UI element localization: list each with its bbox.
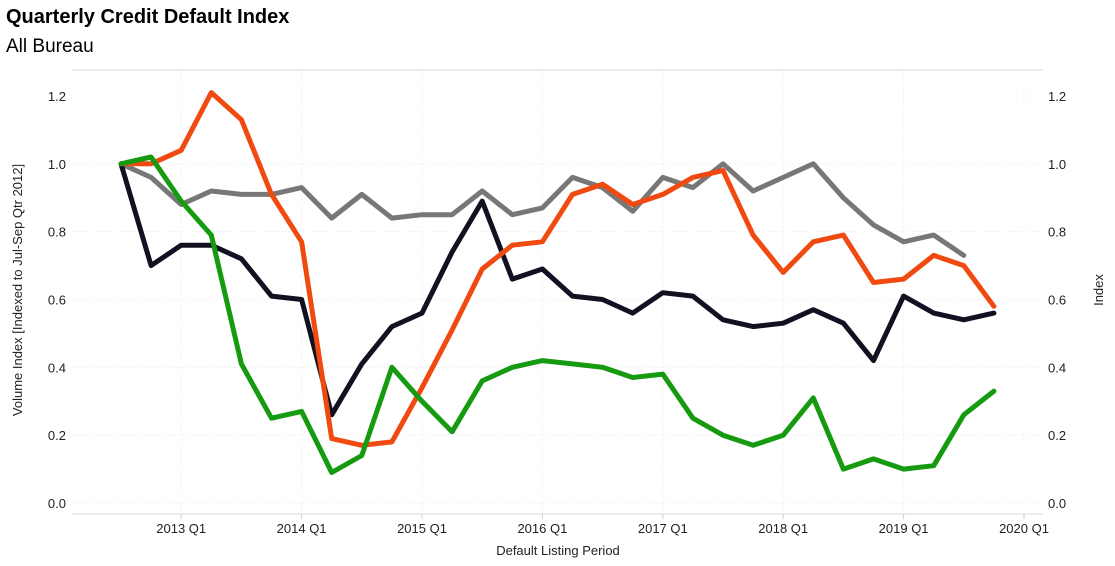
y-tick-label-left: 0.6 [48,293,66,308]
x-tick-label: 2013 Q1 [156,521,206,536]
y-tick-label-left: 1.2 [48,89,66,104]
y-tick-label-left: 0.8 [48,225,66,240]
x-tick-label: 2015 Q1 [397,521,447,536]
x-axis-title: Default Listing Period [496,543,620,558]
y-tick-label-right: 0.4 [1048,360,1066,375]
tick-labels: 0.0 0.0 0.2 0.2 0.4 0.4 0.6 0.6 0.8 0.8 1.0 1.0 1.2 1… [48,89,1066,536]
x-tick-label: 2016 Q1 [517,521,567,536]
y-tick-label-right: 0.0 [1048,496,1066,511]
y-axis-title-left: Volume Index [Indexed to Jul-Sep Qtr 201… [10,164,25,416]
series-line [118,90,997,448]
y-axis-title-right: Index [1091,274,1106,306]
y-tick-label-right: 0.6 [1048,293,1066,308]
chart-title: Quarterly Credit Default Index [6,6,290,28]
x-tick-label: 2017 Q1 [638,521,688,536]
chart-subtitle: All Bureau [6,36,94,57]
axes: Default Listing Period Volume Index [Ind… [10,69,1106,558]
y-tick-label-left: 1.0 [48,157,66,172]
x-tick-label: 2018 Q1 [758,521,808,536]
series-lines [118,90,997,475]
y-tick-label-left: 0.2 [48,428,66,443]
y-tick-label-left: 0.4 [48,360,66,375]
y-tick-label-right: 1.2 [1048,89,1066,104]
x-tick-label: 2020 Q1 [999,521,1049,536]
y-tick-label-right: 1.0 [1048,157,1066,172]
series-line [118,161,997,418]
x-tick-label: 2019 Q1 [879,521,929,536]
y-tick-label-right: 0.2 [1048,428,1066,443]
gridlines [72,70,1043,519]
y-tick-label-right: 0.8 [1048,225,1066,240]
y-tick-label-left: 0.0 [48,496,66,511]
series-line [118,154,997,475]
x-tick-label: 2014 Q1 [277,521,327,536]
series-line [118,161,967,258]
